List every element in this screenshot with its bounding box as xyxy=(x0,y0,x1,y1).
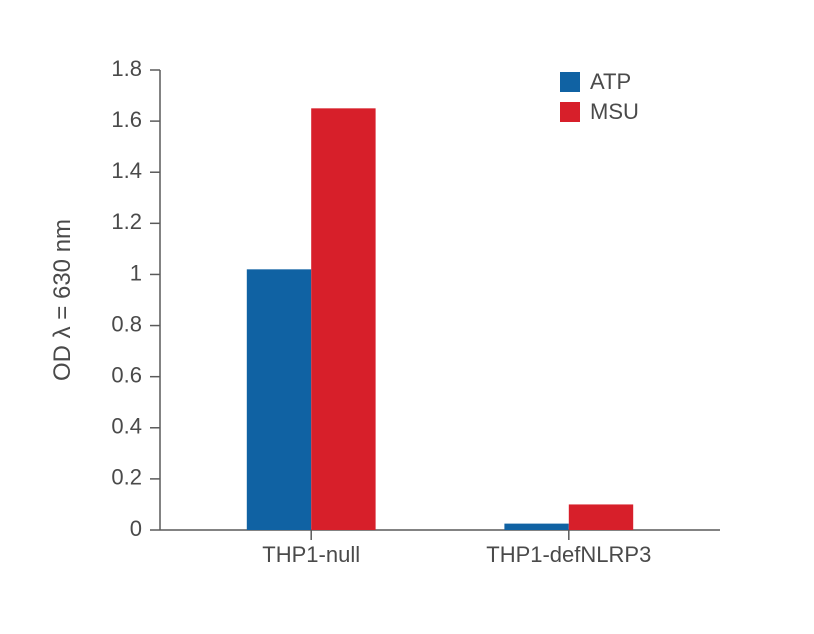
y-tick-label: 0.4 xyxy=(111,414,142,439)
y-tick-label: 1.2 xyxy=(111,209,142,234)
y-tick-label: 0 xyxy=(130,516,142,541)
y-tick-label: 1.4 xyxy=(111,158,142,183)
bar-msu xyxy=(311,108,375,530)
y-axis-title: OD λ = 630 nm xyxy=(49,219,76,381)
x-category-label: THP1-null xyxy=(262,542,360,567)
y-tick-label: 1 xyxy=(130,260,142,285)
x-category-label: THP1-defNLRP3 xyxy=(486,542,651,567)
bar-atp xyxy=(247,269,311,530)
bar-msu xyxy=(569,504,633,530)
y-tick-label: 1.8 xyxy=(111,56,142,81)
bar-chart: 0 0.2 0.4 0.6 0.8 1 1.2 1.4 1.6 1.8 THP1-null THP1-… xyxy=(0,0,814,634)
legend-label: ATP xyxy=(590,69,631,94)
legend-label: MSU xyxy=(590,99,639,124)
y-tick-label: 1.6 xyxy=(111,107,142,132)
legend-swatch xyxy=(560,72,580,92)
chart-container: 0 0.2 0.4 0.6 0.8 1 1.2 1.4 1.6 1.8 THP1-null THP1-… xyxy=(0,0,814,634)
y-tick-label: 0.8 xyxy=(111,311,142,336)
y-tick-label: 0.2 xyxy=(111,465,142,490)
legend-swatch xyxy=(560,102,580,122)
bar-atp xyxy=(504,524,568,530)
y-tick-label: 0.6 xyxy=(111,362,142,387)
